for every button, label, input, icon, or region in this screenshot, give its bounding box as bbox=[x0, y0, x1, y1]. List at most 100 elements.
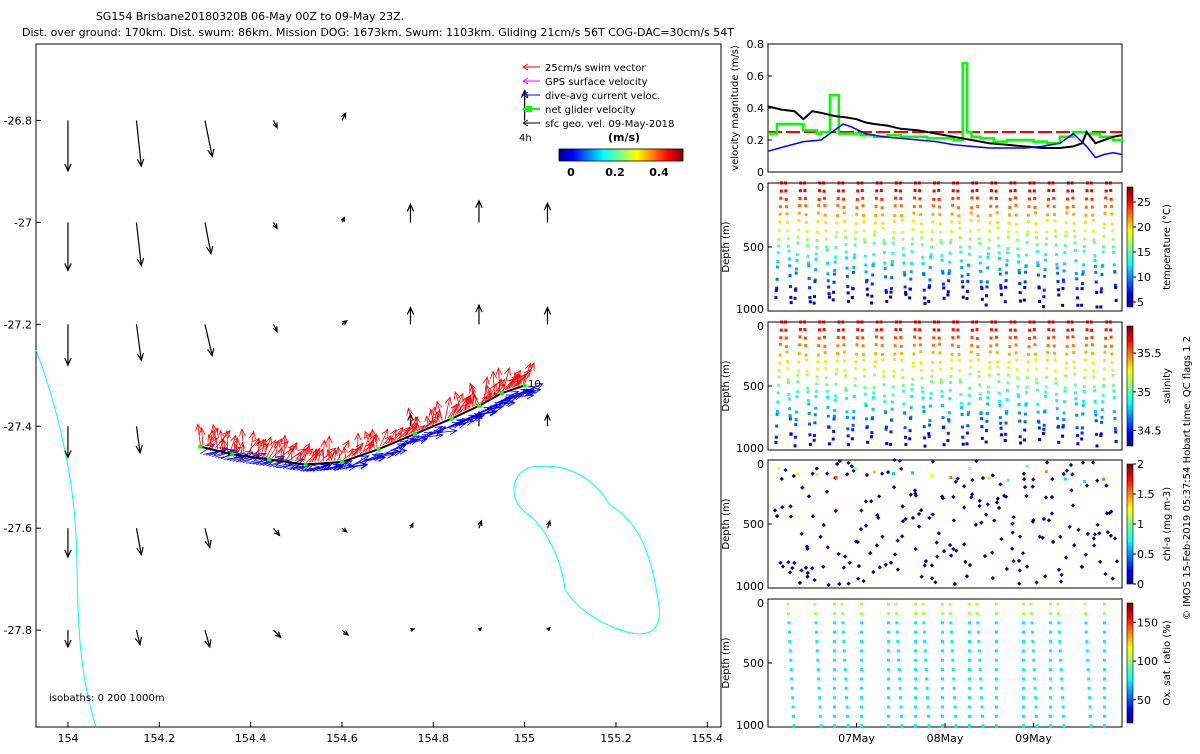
temperature-marker bbox=[853, 253, 856, 256]
salinity-marker bbox=[1035, 378, 1038, 381]
salinity-marker bbox=[780, 321, 783, 324]
salinity-marker bbox=[1100, 421, 1103, 424]
oxygen-marker bbox=[922, 621, 925, 624]
temperature-marker bbox=[872, 253, 875, 256]
salinity-marker bbox=[1037, 411, 1040, 414]
temperature-marker bbox=[987, 252, 990, 255]
temperature-marker bbox=[808, 296, 811, 299]
temperature-marker bbox=[921, 256, 924, 259]
oxygen-marker bbox=[860, 696, 863, 699]
temperature-marker bbox=[1093, 241, 1096, 244]
oxygen-marker bbox=[980, 696, 983, 699]
temperature-marker bbox=[1052, 197, 1055, 200]
salinity-marker bbox=[948, 411, 951, 414]
temperature-marker bbox=[1005, 279, 1008, 282]
temperature-marker bbox=[855, 206, 858, 209]
colorbar-label: Ox. sat. ratio (%) bbox=[1162, 620, 1173, 705]
salinity-marker bbox=[977, 358, 980, 361]
colorbar-tick-label: 2 bbox=[1137, 458, 1144, 471]
temperature-marker bbox=[1081, 282, 1084, 285]
temperature-marker bbox=[809, 300, 812, 303]
temperature-marker bbox=[948, 269, 951, 272]
salinity-marker bbox=[933, 328, 936, 331]
salinity-marker bbox=[1071, 321, 1074, 324]
temperature-marker bbox=[836, 204, 839, 207]
salinity-marker bbox=[864, 393, 867, 396]
temperature-marker bbox=[951, 197, 954, 200]
temperature-marker bbox=[937, 182, 940, 185]
temperature-marker bbox=[799, 189, 802, 192]
salinity-marker bbox=[1093, 385, 1096, 388]
temperature-marker bbox=[1057, 293, 1060, 296]
oxygen-marker bbox=[841, 621, 844, 624]
salinity-marker bbox=[1047, 336, 1050, 339]
oxygen-marker bbox=[1058, 640, 1061, 643]
depth-tick-label: 0 bbox=[757, 181, 764, 194]
temperature-marker bbox=[807, 264, 810, 267]
temperature-marker bbox=[826, 262, 829, 265]
oxygen-marker bbox=[1032, 649, 1035, 652]
temperature-marker bbox=[787, 245, 790, 248]
temperature-marker bbox=[1081, 287, 1084, 290]
salinity-marker bbox=[1007, 366, 1010, 369]
temperature-marker bbox=[1100, 287, 1103, 290]
oxygen-marker bbox=[843, 659, 846, 662]
salinity-marker bbox=[825, 377, 828, 380]
temperature-marker bbox=[823, 204, 826, 207]
salinity-marker bbox=[866, 425, 869, 428]
temperature-marker bbox=[1112, 251, 1115, 254]
colorbar-tick-label: 15 bbox=[1137, 246, 1151, 259]
chla-marker bbox=[930, 474, 933, 477]
colorbar-tick-label: 100 bbox=[1137, 655, 1158, 668]
salinity-marker bbox=[788, 407, 791, 410]
salinity-marker bbox=[978, 375, 981, 378]
oxygen-marker bbox=[900, 715, 903, 718]
temperature-marker bbox=[1082, 270, 1085, 273]
oxygen-marker bbox=[860, 668, 863, 671]
salinity-marker bbox=[1081, 412, 1084, 415]
temperature-marker bbox=[1104, 196, 1107, 199]
salinity-marker bbox=[1015, 351, 1018, 354]
salinity-marker bbox=[999, 416, 1002, 419]
oxygen-marker bbox=[914, 603, 917, 606]
temperature-marker bbox=[1066, 190, 1069, 193]
temperature-marker bbox=[958, 227, 961, 230]
salinity-marker bbox=[1112, 384, 1115, 387]
salinity-marker bbox=[889, 430, 892, 433]
temperature-marker bbox=[996, 211, 999, 214]
temperature-marker bbox=[1008, 213, 1011, 216]
temperature-marker bbox=[1035, 231, 1038, 234]
colorbar bbox=[1127, 187, 1133, 307]
salinity-marker bbox=[815, 395, 818, 398]
salinity-marker bbox=[902, 384, 905, 387]
temperature-marker bbox=[1111, 229, 1114, 232]
oxygen-marker bbox=[968, 696, 971, 699]
oxygen-marker bbox=[1049, 612, 1052, 615]
temperature-marker bbox=[930, 246, 933, 249]
salinity-marker bbox=[1086, 328, 1089, 331]
salinity-marker bbox=[919, 343, 922, 346]
salinity-marker bbox=[1072, 351, 1075, 354]
salinity-marker bbox=[828, 426, 831, 429]
salinity-marker bbox=[919, 350, 922, 353]
oxygen-marker bbox=[1103, 649, 1106, 652]
salinity-marker bbox=[836, 344, 839, 347]
salinity-marker bbox=[834, 394, 837, 397]
salinity-marker bbox=[881, 353, 884, 356]
temperature-marker bbox=[950, 230, 953, 233]
oxygen-marker bbox=[1035, 715, 1038, 718]
temperature-marker bbox=[804, 204, 807, 207]
oxygen-marker bbox=[914, 724, 917, 727]
oxygen-marker bbox=[1084, 603, 1087, 606]
salinity-marker bbox=[904, 426, 907, 429]
salinity-marker bbox=[845, 397, 848, 400]
salinity-marker bbox=[985, 429, 988, 432]
salinity-marker bbox=[1061, 426, 1064, 429]
salinity-marker bbox=[832, 438, 835, 441]
salinity-marker bbox=[902, 402, 905, 405]
salinity-marker bbox=[977, 370, 980, 373]
temperature-marker bbox=[960, 259, 963, 262]
temperature-marker bbox=[837, 182, 840, 185]
salinity-marker bbox=[841, 321, 844, 324]
temperature-marker bbox=[871, 264, 874, 267]
